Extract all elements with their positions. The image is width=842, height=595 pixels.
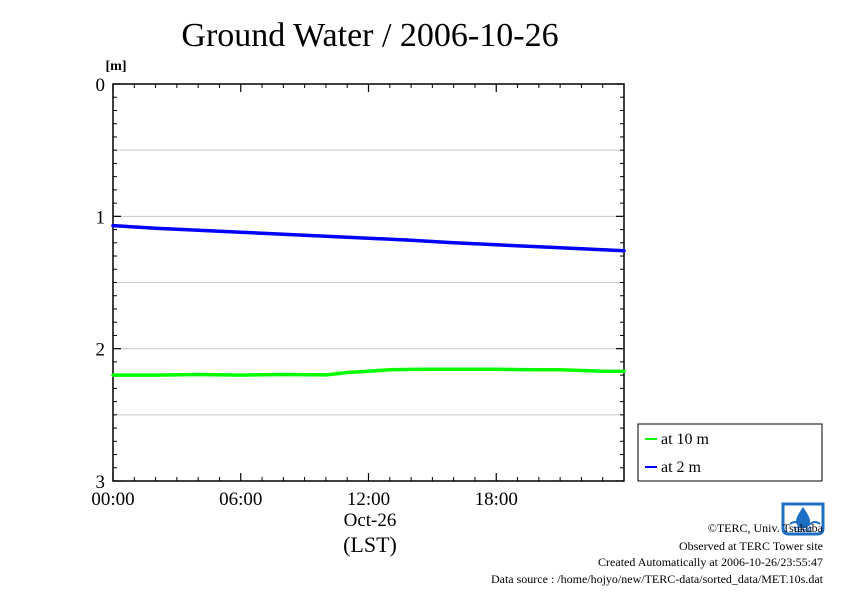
logo-text: TERC [793, 527, 812, 534]
footer-observed: Observed at TERC Tower site [679, 539, 823, 553]
x-date-label: Oct-26 [344, 510, 397, 531]
axis-ticks: 0 1 2 300:00 06:00 12:00 18:00 [91, 75, 624, 510]
legend: at 10 m at 2 m [637, 423, 823, 482]
x-tick-label: 18:00 [475, 489, 518, 510]
y-axis-unit-label: [m] [106, 59, 127, 74]
series-line-at-2m [111, 223, 626, 253]
series-lines [111, 223, 626, 377]
series-line-at-10m [111, 367, 626, 377]
wave-icon [789, 521, 821, 527]
y-tick-label: 2 [96, 340, 106, 361]
x-tick-label: 06:00 [219, 489, 262, 510]
legend-box [637, 423, 823, 482]
terc-logo: TERC [781, 502, 825, 536]
y-tick-label: 0 [96, 75, 106, 96]
logo-frame [781, 502, 825, 536]
chart-title: Ground Water / 2006-10-26 [181, 17, 558, 54]
x-tick-label: 12:00 [347, 489, 390, 510]
x-axis-label: (LST) [343, 532, 397, 557]
legend-label-at-10m: at 10 m [661, 431, 710, 448]
x-tick-label: 00:00 [91, 489, 134, 510]
y-tick-label: 3 [96, 472, 106, 493]
footer-created: Created Automatically at 2006-10-26/23:5… [598, 555, 823, 569]
grid-lines [113, 149, 624, 416]
legend-label-at-2m: at 2 m [661, 459, 702, 476]
footer-copyright: ©TERC, Univ. Tsukuba [708, 521, 824, 535]
y-tick-label: 1 [96, 207, 106, 228]
footer-data-source: Data source : /home/hojyo/new/TERC-data/… [491, 572, 824, 586]
